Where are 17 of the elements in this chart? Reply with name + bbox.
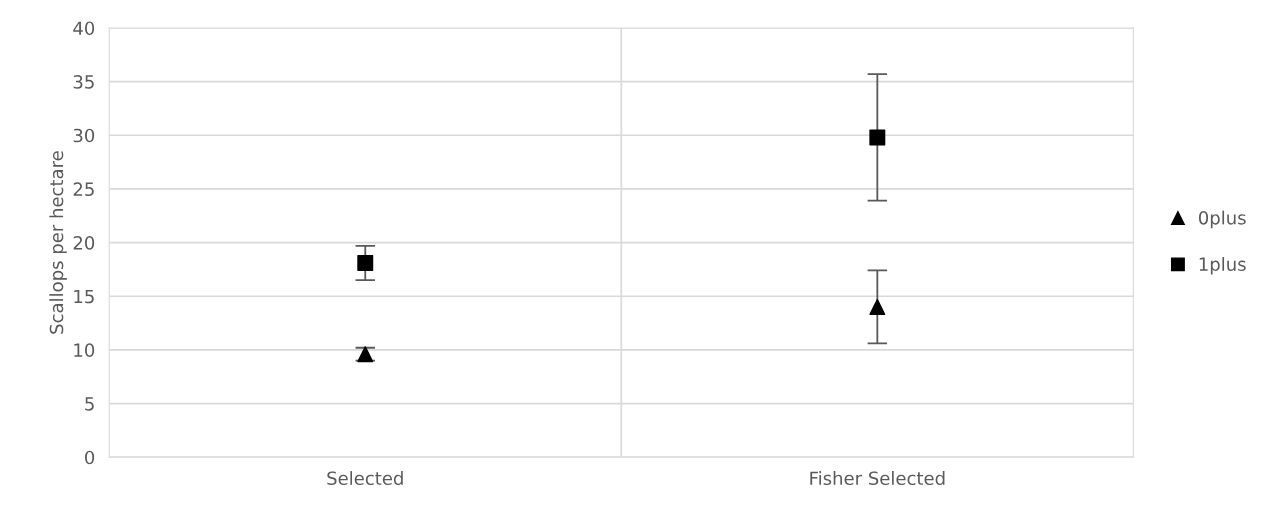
y-tick-label: 15 <box>74 289 94 304</box>
x-tick-label: Selected <box>327 471 403 486</box>
y-axis-title: Scallops per hectare <box>49 151 67 334</box>
legend-label: 0plus <box>1198 210 1246 229</box>
y-tick-label: 20 <box>73 236 95 250</box>
y-tick-label: 40 <box>73 21 95 36</box>
y-tick-label: 5 <box>85 397 94 411</box>
x-tick-label: Fisher Selected <box>810 471 945 486</box>
legend-label: 1plus <box>1199 257 1246 275</box>
y-tick-label: 10 <box>74 343 95 357</box>
y-tick-label: 30 <box>73 128 95 143</box>
y-tick-label: 0 <box>85 450 95 465</box>
y-tick-label: 25 <box>73 182 94 197</box>
point <box>357 254 374 271</box>
y-tick-label: 35 <box>73 75 94 89</box>
point <box>869 298 886 315</box>
point <box>869 129 886 146</box>
